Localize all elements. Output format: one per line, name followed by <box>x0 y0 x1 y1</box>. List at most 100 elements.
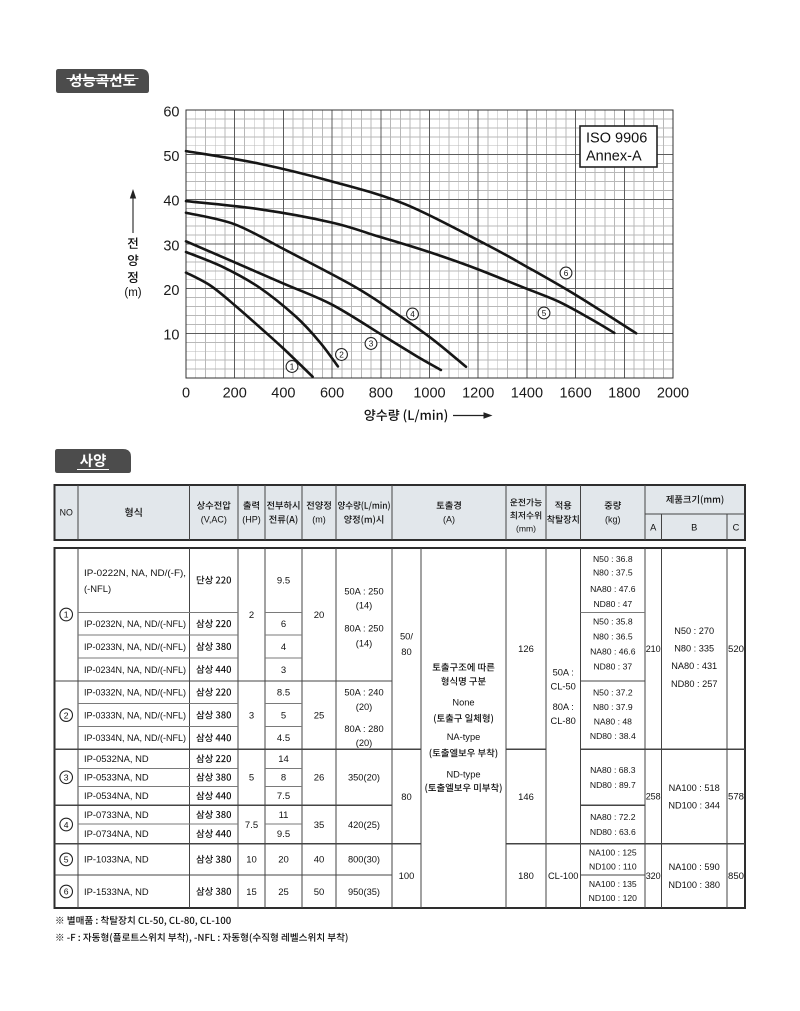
svg-text:20: 20 <box>314 610 325 621</box>
svg-text:N80 : 37.5: N80 : 37.5 <box>593 568 633 578</box>
svg-text:CL-80: CL-80 <box>551 716 576 726</box>
svg-text:80A : 250: 80A : 250 <box>344 624 383 634</box>
svg-text:(m): (m) <box>312 515 326 525</box>
svg-text:200: 200 <box>223 386 247 402</box>
svg-text:520: 520 <box>728 644 744 654</box>
svg-text:26: 26 <box>314 773 325 784</box>
svg-text:10: 10 <box>246 855 257 866</box>
svg-text:ND-type: ND-type <box>446 769 480 779</box>
svg-text:25: 25 <box>278 887 289 898</box>
svg-text:ND100 : 380: ND100 : 380 <box>668 880 720 890</box>
svg-text:50A :: 50A : <box>553 668 574 678</box>
svg-text:25: 25 <box>314 710 325 721</box>
svg-text:320: 320 <box>646 871 661 881</box>
svg-text:850: 850 <box>728 871 744 881</box>
svg-text:50A : 240: 50A : 240 <box>344 687 383 697</box>
svg-text:80A : 280: 80A : 280 <box>344 724 383 734</box>
svg-text:146: 146 <box>518 791 534 802</box>
svg-text:NA80 : 431: NA80 : 431 <box>671 661 717 671</box>
svg-text:350(20): 350(20) <box>348 773 380 783</box>
svg-text:8.5: 8.5 <box>277 688 290 699</box>
svg-text:IP-0532NA, ND: IP-0532NA, ND <box>84 753 149 764</box>
svg-text:3: 3 <box>369 340 374 349</box>
svg-text:5: 5 <box>64 855 69 865</box>
svg-text:0: 0 <box>182 386 190 402</box>
svg-text:50: 50 <box>314 887 325 898</box>
svg-text:N80 : 335: N80 : 335 <box>674 644 714 654</box>
svg-text:4: 4 <box>410 310 415 319</box>
svg-text:35: 35 <box>314 820 325 831</box>
svg-text:600: 600 <box>320 386 344 402</box>
svg-text:ND100 : 344: ND100 : 344 <box>668 801 720 811</box>
svg-text:ND80 : 63.6: ND80 : 63.6 <box>590 827 636 837</box>
svg-text:NA80 : 46.6: NA80 : 46.6 <box>590 647 636 657</box>
svg-text:420(25): 420(25) <box>348 820 380 830</box>
svg-text:9.5: 9.5 <box>277 829 290 840</box>
svg-text:(mm): (mm) <box>516 524 536 534</box>
svg-text:(kg): (kg) <box>605 515 621 525</box>
svg-text:210: 210 <box>646 644 661 654</box>
svg-text:NA100 : 125: NA100 : 125 <box>589 847 637 857</box>
svg-text:1400: 1400 <box>511 386 543 402</box>
svg-text:N80 : 36.5: N80 : 36.5 <box>593 632 633 642</box>
svg-text:7.5: 7.5 <box>277 791 290 802</box>
svg-text:2000: 2000 <box>657 386 689 402</box>
svg-text:ND80 : 89.7: ND80 : 89.7 <box>590 780 636 790</box>
svg-text:80: 80 <box>401 646 411 657</box>
svg-text:5: 5 <box>542 309 547 318</box>
svg-text:50: 50 <box>163 149 179 165</box>
svg-text:1000: 1000 <box>413 386 445 402</box>
svg-text:IP-0734NA, ND: IP-0734NA, ND <box>84 828 149 839</box>
svg-text:40: 40 <box>163 194 179 210</box>
svg-text:(20): (20) <box>356 738 373 748</box>
svg-text:IP-1533NA, ND: IP-1533NA, ND <box>84 886 149 897</box>
svg-text:950(35): 950(35) <box>348 887 380 897</box>
svg-text:ND100 : 120: ND100 : 120 <box>589 893 637 903</box>
svg-text:100: 100 <box>399 870 415 881</box>
svg-text:5: 5 <box>281 710 286 721</box>
svg-text:5: 5 <box>249 773 254 784</box>
svg-text:IP-0234N, NA, ND/(-NFL): IP-0234N, NA, ND/(-NFL) <box>84 664 186 675</box>
svg-text:6: 6 <box>281 619 286 630</box>
svg-text:CL-100: CL-100 <box>548 871 579 881</box>
svg-text:NA100 : 590: NA100 : 590 <box>669 862 720 872</box>
svg-text:6: 6 <box>564 269 569 278</box>
svg-text:CL-50: CL-50 <box>551 681 576 691</box>
svg-text:NA100 : 135: NA100 : 135 <box>589 879 637 889</box>
svg-text:2: 2 <box>249 610 254 621</box>
svg-text:10: 10 <box>163 328 179 344</box>
svg-text:(HP): (HP) <box>242 515 261 525</box>
svg-text:N50 : 270: N50 : 270 <box>674 626 714 636</box>
svg-text:50/: 50/ <box>400 631 413 642</box>
svg-text:IP-0332N, NA, ND/(-NFL): IP-0332N, NA, ND/(-NFL) <box>84 687 186 698</box>
svg-text:8: 8 <box>281 773 286 784</box>
svg-text:80A :: 80A : <box>553 702 574 712</box>
svg-text:N80 : 37.9: N80 : 37.9 <box>593 702 633 712</box>
svg-text:258: 258 <box>646 792 661 802</box>
svg-text:7.5: 7.5 <box>245 820 258 831</box>
svg-text:(-NFL): (-NFL) <box>84 583 111 594</box>
svg-text:IP-0533NA, ND: IP-0533NA, ND <box>84 772 149 783</box>
svg-text:2: 2 <box>339 351 344 360</box>
svg-text:6: 6 <box>64 887 69 897</box>
svg-text:NA80 : 72.2: NA80 : 72.2 <box>590 812 636 822</box>
svg-text:ND80 : 257: ND80 : 257 <box>671 679 717 689</box>
svg-text:15: 15 <box>246 887 257 898</box>
svg-text:80: 80 <box>401 791 411 802</box>
svg-text:Annex-A: Annex-A <box>586 149 642 165</box>
svg-text:1: 1 <box>64 610 69 620</box>
svg-text:2: 2 <box>64 710 69 720</box>
svg-text:N50 : 37.2: N50 : 37.2 <box>593 688 633 698</box>
svg-text:9.5: 9.5 <box>277 576 290 587</box>
svg-text:(14): (14) <box>356 638 373 648</box>
svg-text:14: 14 <box>278 754 289 765</box>
svg-text:IP-0333N, NA, ND/(-NFL): IP-0333N, NA, ND/(-NFL) <box>84 709 186 720</box>
svg-text:N50 : 36.8: N50 : 36.8 <box>593 554 633 564</box>
svg-text:NA100 : 518: NA100 : 518 <box>669 783 720 793</box>
svg-text:3: 3 <box>249 710 254 721</box>
svg-text:578: 578 <box>728 792 744 802</box>
svg-text:NA80 : 47.6: NA80 : 47.6 <box>590 584 636 594</box>
svg-text:40: 40 <box>314 855 325 866</box>
svg-text:1800: 1800 <box>608 386 640 402</box>
svg-text:11: 11 <box>279 810 289 821</box>
